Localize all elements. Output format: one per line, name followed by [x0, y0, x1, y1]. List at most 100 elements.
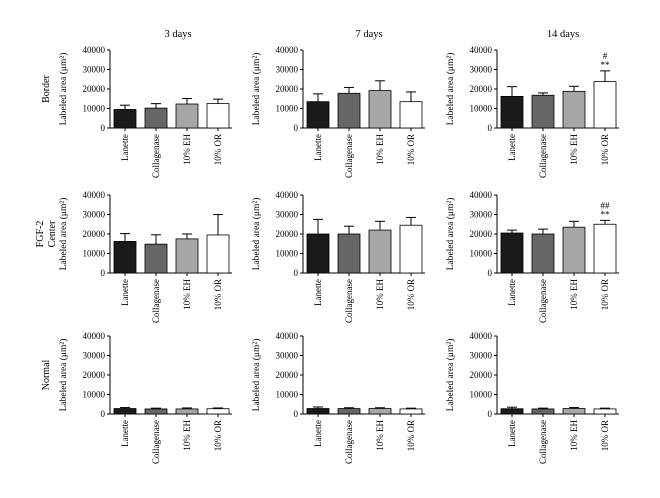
significance-mark: **	[601, 209, 611, 219]
x-tick-label: Lanette	[507, 134, 517, 161]
column-title-3-days: 3 days	[164, 29, 191, 40]
y-tick-label: 30000	[83, 210, 106, 220]
y-tick-label: 40000	[470, 45, 493, 55]
x-tick-label: Collagenase	[538, 279, 548, 323]
x-tick-label: 10% OR	[213, 279, 223, 310]
y-tick-label: 20000	[83, 229, 106, 239]
y-tick-label: 40000	[470, 331, 493, 341]
column-title-7-days: 7 days	[355, 29, 382, 40]
panel-fgf-2-center-3-days: 0 10000 20000 30000 40000 Labeled area (μm²) L…	[58, 190, 232, 323]
y-axis-title: Labeled area (μm²)	[445, 339, 456, 412]
y-tick-label: 0	[101, 123, 106, 133]
y-tick-label: 30000	[276, 351, 299, 361]
x-tick-label: Lanette	[313, 134, 323, 161]
y-tick-label: 0	[294, 268, 299, 278]
bar-collagenase	[144, 243, 168, 274]
y-tick-label: 20000	[276, 84, 299, 94]
bar-lanette	[500, 408, 524, 415]
y-tick-label: 40000	[276, 190, 299, 200]
y-axis-title: Labeled area (μm²)	[58, 339, 69, 412]
column-title-14-days: 14 days	[547, 29, 579, 40]
bar-lanette	[500, 232, 524, 274]
bar-collagenase	[531, 233, 555, 274]
bar-collagenase	[144, 408, 168, 415]
bar-collagenase	[531, 94, 555, 129]
y-tick-label: 10000	[276, 104, 299, 114]
x-tick-label: Lanette	[507, 279, 517, 306]
significance-mark: #	[603, 51, 608, 61]
x-tick-label: Collagenase	[151, 134, 161, 178]
x-tick-label: 10% EH	[375, 279, 385, 310]
y-tick-label: 10000	[470, 249, 493, 259]
row-label-border: Border	[41, 74, 52, 102]
bar-10-eh	[368, 408, 392, 415]
y-tick-label: 40000	[83, 190, 106, 200]
x-tick-label: 10% OR	[600, 420, 610, 451]
x-tick-label: Lanette	[120, 134, 130, 161]
bar-lanette	[113, 241, 137, 274]
y-tick-label: 0	[101, 409, 106, 419]
y-tick-label: 0	[488, 268, 493, 278]
y-tick-label: 20000	[470, 229, 493, 239]
bar-10-eh	[175, 238, 199, 274]
x-tick-label: Lanette	[507, 420, 517, 447]
bar-10-or	[206, 103, 230, 129]
y-axis-title: Labeled area (μm²)	[251, 198, 262, 271]
y-tick-label: 30000	[83, 351, 106, 361]
x-tick-label: 10% EH	[182, 420, 192, 451]
x-tick-label: 10% EH	[569, 420, 579, 451]
y-tick-label: 10000	[470, 104, 493, 114]
bar-collagenase	[531, 408, 555, 415]
bar-lanette	[113, 408, 137, 415]
row-label-line: Center	[47, 220, 58, 247]
y-tick-label: 10000	[83, 249, 106, 259]
row-label-line: FGF-2	[35, 221, 46, 248]
bar-10-eh	[562, 226, 586, 274]
y-tick-label: 30000	[276, 210, 299, 220]
y-tick-label: 0	[101, 268, 106, 278]
y-tick-label: 30000	[470, 351, 493, 361]
x-tick-label: 10% OR	[406, 420, 416, 451]
y-tick-label: 10000	[470, 390, 493, 400]
y-tick-label: 20000	[83, 84, 106, 94]
bar-lanette	[306, 101, 330, 129]
y-tick-label: 40000	[83, 45, 106, 55]
x-tick-label: 10% OR	[213, 134, 223, 165]
panel-normal-3-days: 0 10000 20000 30000 40000 Labeled area (μm²) L…	[58, 331, 232, 464]
y-tick-label: 10000	[83, 104, 106, 114]
row-label-line: Normal	[41, 360, 52, 391]
y-axis-title: Labeled area (μm²)	[58, 53, 69, 126]
x-tick-label: 10% EH	[182, 134, 192, 165]
x-tick-label: 10% OR	[213, 420, 223, 451]
panel-border-7-days: 0 10000 20000 30000 40000 Labeled area (μm²) L…	[251, 45, 425, 178]
bar-10-or	[593, 408, 617, 415]
panel-normal-14-days: 0 10000 20000 30000 40000 Labeled area (μm²) L…	[445, 331, 619, 464]
y-tick-label: 20000	[276, 229, 299, 239]
y-tick-label: 20000	[276, 370, 299, 380]
y-tick-label: 10000	[83, 390, 106, 400]
y-tick-label: 0	[294, 123, 299, 133]
x-tick-label: 10% EH	[182, 279, 192, 310]
y-tick-label: 0	[488, 409, 493, 419]
x-tick-label: Collagenase	[538, 134, 548, 178]
significance-mark: **	[601, 60, 611, 70]
bar-collagenase	[337, 92, 361, 129]
x-tick-label: Collagenase	[538, 420, 548, 464]
bar-10-or	[399, 101, 423, 129]
y-axis-title: Labeled area (μm²)	[445, 53, 456, 126]
y-tick-label: 40000	[276, 45, 299, 55]
y-tick-label: 40000	[276, 331, 299, 341]
y-tick-label: 20000	[83, 370, 106, 380]
panel-normal-7-days: 0 10000 20000 30000 40000 Labeled area (μm²) L…	[251, 331, 425, 464]
x-tick-label: Lanette	[120, 420, 130, 447]
y-tick-label: 10000	[276, 249, 299, 259]
bar-10-or	[206, 408, 230, 415]
bar-10-eh	[368, 229, 392, 274]
panel-border-14-days: 0 10000 20000 30000 40000 Labeled area (μm²) L…	[445, 45, 619, 178]
bar-collagenase	[144, 107, 168, 129]
bar-10-or	[399, 408, 423, 415]
y-tick-label: 30000	[83, 65, 106, 75]
bar-10-eh	[562, 90, 586, 129]
y-tick-label: 10000	[276, 390, 299, 400]
